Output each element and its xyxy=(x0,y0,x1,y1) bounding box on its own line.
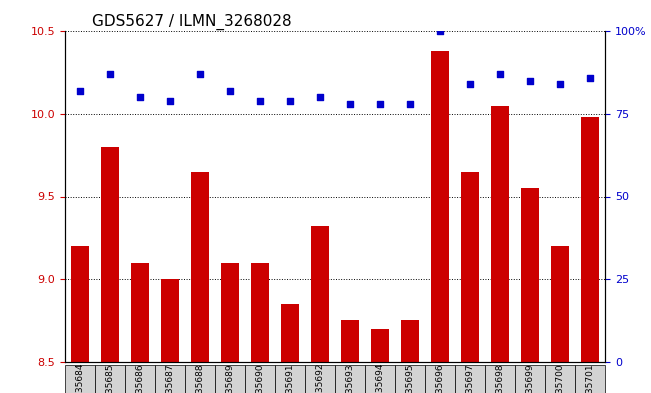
Point xyxy=(135,94,145,101)
Bar xyxy=(281,304,299,362)
Bar xyxy=(462,172,479,362)
Bar xyxy=(131,263,149,362)
Point xyxy=(375,101,385,107)
Bar xyxy=(311,226,329,362)
Bar xyxy=(71,246,89,362)
Point xyxy=(435,28,445,35)
Bar xyxy=(521,188,540,362)
Point xyxy=(315,94,326,101)
Bar xyxy=(432,51,449,362)
Bar xyxy=(161,279,179,362)
Bar xyxy=(371,329,389,362)
Point xyxy=(495,71,506,77)
Point xyxy=(345,101,355,107)
Point xyxy=(165,97,175,104)
Point xyxy=(405,101,415,107)
Point xyxy=(225,88,236,94)
Bar xyxy=(401,320,419,362)
Point xyxy=(195,71,206,77)
Point xyxy=(525,78,536,84)
Bar xyxy=(341,320,359,362)
Text: GDS5627 / ILMN_3268028: GDS5627 / ILMN_3268028 xyxy=(92,14,292,30)
Point xyxy=(255,97,266,104)
Bar xyxy=(191,172,209,362)
Bar xyxy=(221,263,239,362)
Point xyxy=(75,88,85,94)
Point xyxy=(105,71,115,77)
Point xyxy=(285,97,296,104)
Bar xyxy=(492,106,509,362)
Point xyxy=(585,75,596,81)
Bar xyxy=(551,246,570,362)
Point xyxy=(465,81,475,87)
Point xyxy=(555,81,566,87)
Bar xyxy=(581,117,600,362)
Bar xyxy=(251,263,270,362)
Bar xyxy=(101,147,119,362)
